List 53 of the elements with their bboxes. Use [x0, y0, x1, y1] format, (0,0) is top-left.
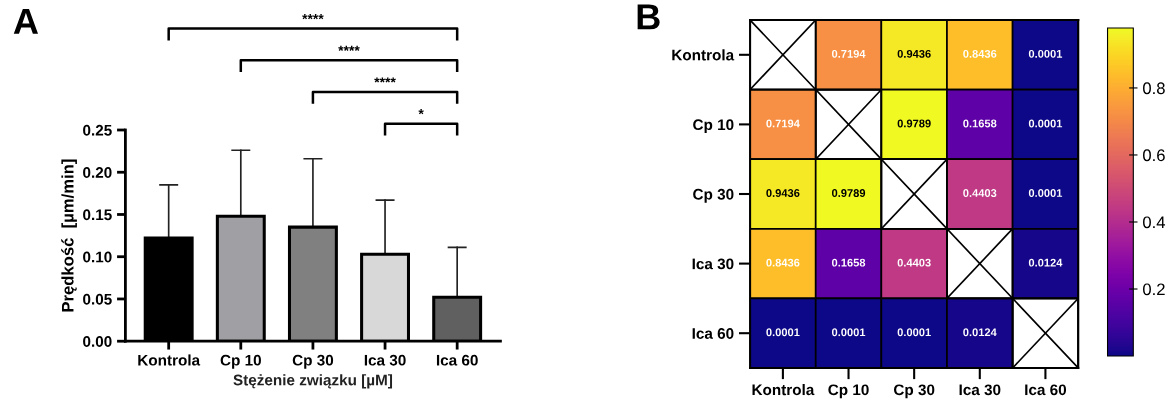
- x-tick-label: Ica 30: [959, 384, 1001, 396]
- data-label: 0.9436: [897, 49, 931, 58]
- data-label: 0.4403: [897, 258, 931, 267]
- x-tick-label: Ica 60: [436, 354, 478, 366]
- color-bar-label: 0.2: [1143, 283, 1165, 296]
- x-tick-label: Ica 60: [1025, 384, 1067, 396]
- data-label: 0.0124: [963, 328, 997, 337]
- x-tick-label: Kontrola: [138, 354, 201, 366]
- x-tick-label: Cp 10: [828, 384, 869, 399]
- y-axis-title: Prędkość [µm/min]: [61, 159, 77, 312]
- chart-title: B: [637, 4, 660, 30]
- data-label: 0.8436: [963, 49, 997, 58]
- data-label: 0.9789: [897, 119, 931, 128]
- data-label: 0.0001: [897, 328, 931, 337]
- y-tick-label: Ica 60: [692, 328, 734, 339]
- data-label: 0.7194: [831, 49, 866, 58]
- data-label: 0.4403: [963, 189, 997, 197]
- y-tick-label: 0.20: [83, 167, 112, 178]
- x-tick-label: Ica 30: [364, 354, 406, 366]
- y-tick-label: Cp 30: [693, 188, 734, 203]
- data-label: 0.1658: [963, 119, 997, 128]
- x-tick-label: Cp 30: [893, 384, 935, 399]
- data-label: 0.0124: [1028, 258, 1063, 267]
- data-label: 0.0001: [1028, 49, 1063, 58]
- text: ****: [374, 77, 396, 83]
- data-label: 0.9436: [766, 189, 800, 197]
- color-bar-label: 0.4: [1143, 216, 1166, 229]
- text: ****: [338, 45, 360, 51]
- x-tick-label: Cp 30: [292, 354, 334, 369]
- y-tick-label: Ica 30: [692, 258, 734, 270]
- x-tick-label: Cp 10: [220, 354, 261, 369]
- data-label: 0.0001: [831, 328, 866, 337]
- y-tick-label: 0.00: [83, 336, 112, 347]
- y-tick-label: Kontrola: [672, 49, 735, 61]
- y-tick-label: 0.15: [83, 209, 112, 221]
- x-axis-title: Stężenie związku [µM]: [233, 374, 393, 389]
- text: *: [418, 109, 424, 115]
- y-tick-label: 0.25: [83, 124, 112, 136]
- y-tick-label: 0.10: [83, 251, 112, 263]
- data-label: 0.7194: [766, 119, 800, 128]
- data-label: 0.0001: [1028, 119, 1063, 128]
- y-tick-label: Cp 10: [693, 119, 734, 134]
- data-label: 0.8436: [766, 258, 800, 267]
- color-bar-label: 0.6: [1143, 149, 1165, 162]
- data-label: 0.0001: [766, 328, 800, 337]
- data-label: 0.1658: [831, 258, 866, 267]
- text: ****: [302, 14, 324, 20]
- x-tick-label: Kontrola: [752, 383, 815, 396]
- y-tick-label: 0.05: [83, 293, 112, 305]
- chart-title: A: [13, 8, 39, 34]
- data-label: 0.9789: [831, 189, 866, 197]
- data-label: 0.0001: [1028, 189, 1063, 197]
- color-bar-label: 0.8: [1143, 82, 1165, 95]
